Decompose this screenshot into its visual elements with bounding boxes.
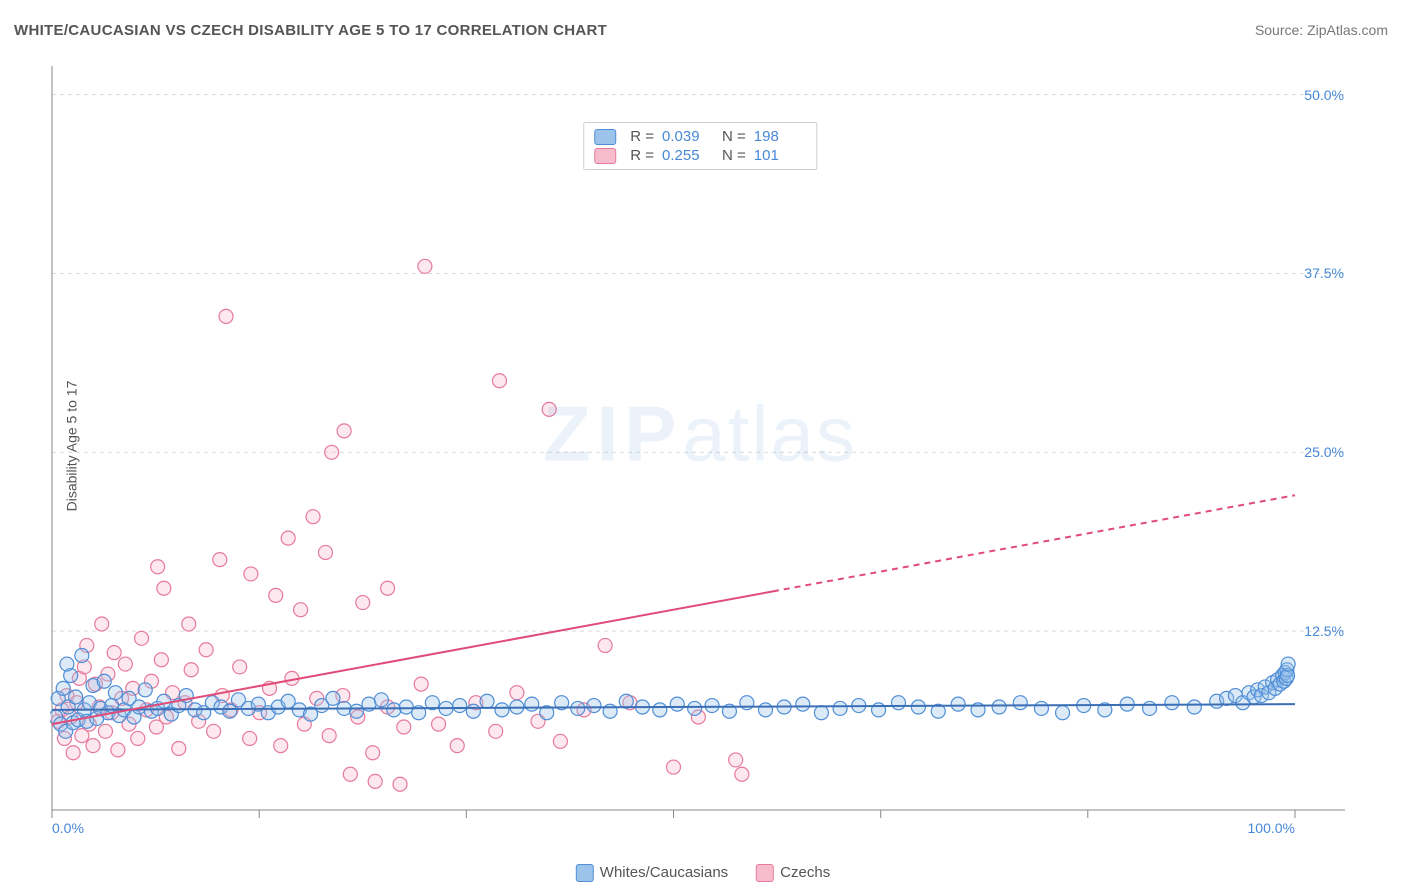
legend-swatch	[576, 864, 594, 882]
legend-r-label: R =	[630, 128, 654, 145]
y-tick-label: 50.0%	[1304, 87, 1344, 103]
legend-label: Czechs	[780, 864, 830, 881]
legend-r-label: R =	[630, 147, 654, 164]
y-tick-label: 25.0%	[1304, 444, 1344, 460]
legend-n-label: N =	[722, 128, 746, 145]
source-link[interactable]: ZipAtlas.com	[1307, 22, 1388, 38]
chart-title: WHITE/CAUCASIAN VS CZECH DISABILITY AGE …	[14, 22, 607, 39]
x-tick-label: 0.0%	[52, 820, 84, 836]
legend-item: Czechs	[756, 864, 830, 882]
y-tick-label: 12.5%	[1304, 623, 1344, 639]
chart-container: WHITE/CAUCASIAN VS CZECH DISABILITY AGE …	[0, 0, 1406, 892]
y-tick-label: 37.5%	[1304, 265, 1344, 281]
plot-area: ZIPatlas 12.5%25.0%37.5%50.0% 0.0%100.0%…	[50, 60, 1350, 840]
legend-r-value: 0.255	[662, 147, 714, 164]
legend-swatch	[756, 864, 774, 882]
series-legend: Whites/Caucasians Czechs	[576, 864, 830, 882]
legend-label: Whites/Caucasians	[600, 864, 728, 881]
scatter-svg	[50, 60, 1350, 840]
legend-stat-row: R = 0.039 N = 198	[594, 127, 806, 146]
source-prefix: Source:	[1255, 22, 1307, 38]
legend-swatch	[594, 129, 616, 145]
legend-n-label: N =	[722, 147, 746, 164]
legend-swatch	[594, 148, 616, 164]
legend-item: Whites/Caucasians	[576, 864, 728, 882]
legend-stat-row: R = 0.255 N = 101	[594, 146, 806, 165]
legend-r-value: 0.039	[662, 128, 714, 145]
legend-n-value: 101	[754, 147, 806, 164]
x-tick-label: 100.0%	[1248, 820, 1295, 836]
source-attribution: Source: ZipAtlas.com	[1255, 22, 1388, 38]
correlation-legend: R = 0.039 N = 198 R = 0.255 N = 101	[583, 122, 817, 170]
legend-n-value: 198	[754, 128, 806, 145]
